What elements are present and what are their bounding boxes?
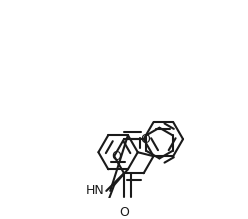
Text: HN: HN (86, 184, 104, 197)
Text: O: O (119, 206, 129, 219)
Text: O: O (141, 133, 151, 146)
Text: O: O (111, 150, 121, 163)
